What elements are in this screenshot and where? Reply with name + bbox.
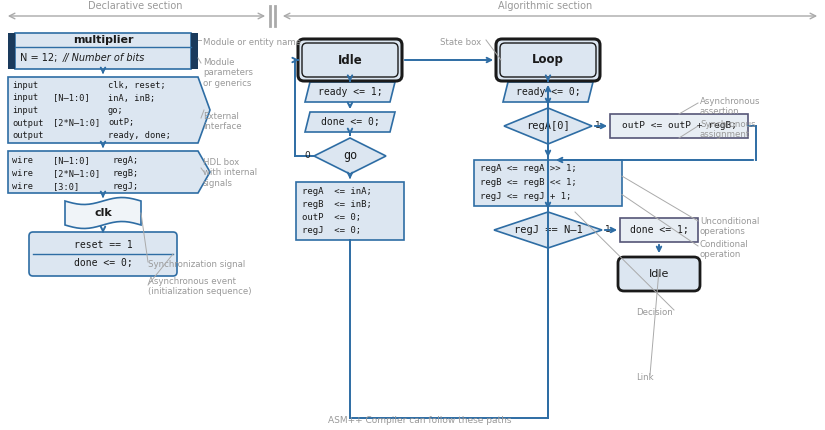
Text: [2*N–1:0]: [2*N–1:0] bbox=[53, 119, 101, 128]
Text: 1: 1 bbox=[605, 225, 610, 234]
Text: clk: clk bbox=[94, 208, 112, 218]
Bar bbox=[8, 33, 15, 69]
Text: input: input bbox=[12, 93, 38, 102]
Bar bbox=[15, 33, 191, 69]
Text: Unconditional
operations: Unconditional operations bbox=[700, 217, 759, 237]
FancyBboxPatch shape bbox=[500, 43, 596, 77]
Text: regB;: regB; bbox=[113, 169, 139, 178]
FancyBboxPatch shape bbox=[302, 43, 398, 77]
Polygon shape bbox=[8, 151, 210, 193]
Text: [3:0]: [3:0] bbox=[53, 182, 79, 191]
Text: Conditional
operation: Conditional operation bbox=[700, 240, 749, 259]
Text: regA  <= inA;: regA <= inA; bbox=[302, 187, 372, 196]
Text: regA;: regA; bbox=[113, 156, 139, 165]
Text: regJ == N–1: regJ == N–1 bbox=[514, 225, 582, 235]
Bar bbox=[296, 182, 404, 240]
Text: Declarative section: Declarative section bbox=[87, 1, 182, 11]
Text: [N–1:0]: [N–1:0] bbox=[53, 93, 90, 102]
Text: External
interface: External interface bbox=[203, 112, 242, 132]
Text: ASM++ Compiler can follow these paths: ASM++ Compiler can follow these paths bbox=[328, 416, 512, 425]
Text: outP  <= 0;: outP <= 0; bbox=[302, 213, 361, 222]
Text: clk, reset;: clk, reset; bbox=[108, 81, 166, 90]
Text: State box: State box bbox=[440, 38, 481, 47]
Text: Synchronous
assignment: Synchronous assignment bbox=[700, 120, 756, 139]
Bar bbox=[191, 33, 198, 69]
Text: Module or entity name: Module or entity name bbox=[203, 38, 301, 47]
Text: output: output bbox=[12, 119, 44, 128]
Text: [N–1:0]: [N–1:0] bbox=[53, 156, 90, 165]
Text: Asynchronous
assertion: Asynchronous assertion bbox=[700, 97, 761, 117]
Text: regJ;: regJ; bbox=[113, 182, 139, 191]
PathPatch shape bbox=[65, 197, 141, 228]
Text: go;: go; bbox=[108, 106, 124, 115]
Text: done <= 0;: done <= 0; bbox=[73, 258, 132, 268]
Bar bbox=[610, 114, 748, 138]
Text: go: go bbox=[343, 150, 357, 163]
Bar bbox=[474, 160, 622, 206]
Text: reset == 1: reset == 1 bbox=[73, 240, 132, 250]
Text: input: input bbox=[12, 81, 38, 90]
Text: [2*N–1:0]: [2*N–1:0] bbox=[53, 169, 101, 178]
Text: done <= 1;: done <= 1; bbox=[629, 225, 688, 235]
Text: Synchronization signal: Synchronization signal bbox=[148, 260, 245, 269]
Text: done <= 0;: done <= 0; bbox=[321, 117, 380, 127]
Text: outP;: outP; bbox=[108, 119, 134, 128]
Text: regB <= regB << 1;: regB <= regB << 1; bbox=[480, 178, 577, 187]
Text: outP <= outP + regB;: outP <= outP + regB; bbox=[621, 122, 737, 130]
Polygon shape bbox=[305, 112, 395, 132]
Polygon shape bbox=[503, 82, 593, 102]
Text: Link: Link bbox=[636, 373, 653, 382]
Text: ready, done;: ready, done; bbox=[108, 131, 171, 140]
Text: Algorithmic section: Algorithmic section bbox=[497, 1, 592, 11]
Polygon shape bbox=[8, 77, 210, 143]
Text: N = 12;: N = 12; bbox=[20, 53, 67, 63]
Text: ready <= 0;: ready <= 0; bbox=[516, 87, 580, 97]
FancyBboxPatch shape bbox=[298, 39, 402, 81]
Text: 1: 1 bbox=[595, 122, 601, 130]
Text: Asynchronous event
(initialization sequence): Asynchronous event (initialization seque… bbox=[148, 277, 252, 296]
Text: Idle: Idle bbox=[337, 53, 362, 67]
Text: ready <= 1;: ready <= 1; bbox=[318, 87, 382, 97]
FancyBboxPatch shape bbox=[618, 257, 700, 291]
Text: output: output bbox=[12, 131, 44, 140]
Text: Decision: Decision bbox=[636, 308, 672, 317]
Text: wire: wire bbox=[12, 182, 33, 191]
Bar bbox=[620, 218, 698, 242]
Text: wire: wire bbox=[12, 169, 33, 178]
Text: inA, inB;: inA, inB; bbox=[108, 93, 155, 102]
Text: wire: wire bbox=[12, 156, 33, 165]
Text: Module
parameters
or generics: Module parameters or generics bbox=[203, 58, 253, 88]
Text: 0: 0 bbox=[304, 151, 310, 160]
FancyBboxPatch shape bbox=[29, 232, 177, 276]
Polygon shape bbox=[504, 108, 592, 144]
Text: // Number of bits: // Number of bits bbox=[63, 53, 145, 63]
Text: HDL box
with internal
signals: HDL box with internal signals bbox=[203, 158, 257, 188]
Text: Idle: Idle bbox=[648, 269, 669, 279]
Polygon shape bbox=[314, 138, 386, 174]
Polygon shape bbox=[305, 82, 395, 102]
Text: regJ  <= 0;: regJ <= 0; bbox=[302, 226, 361, 235]
Polygon shape bbox=[494, 212, 602, 248]
Text: regB  <= inB;: regB <= inB; bbox=[302, 200, 372, 209]
Text: multiplier: multiplier bbox=[73, 35, 134, 45]
FancyBboxPatch shape bbox=[496, 39, 600, 81]
Text: Loop: Loop bbox=[532, 53, 564, 67]
Text: regJ <= regJ + 1;: regJ <= regJ + 1; bbox=[480, 192, 572, 201]
Text: regA[0]: regA[0] bbox=[526, 121, 570, 131]
Text: regA <= regA >> 1;: regA <= regA >> 1; bbox=[480, 164, 577, 173]
Text: input: input bbox=[12, 106, 38, 115]
